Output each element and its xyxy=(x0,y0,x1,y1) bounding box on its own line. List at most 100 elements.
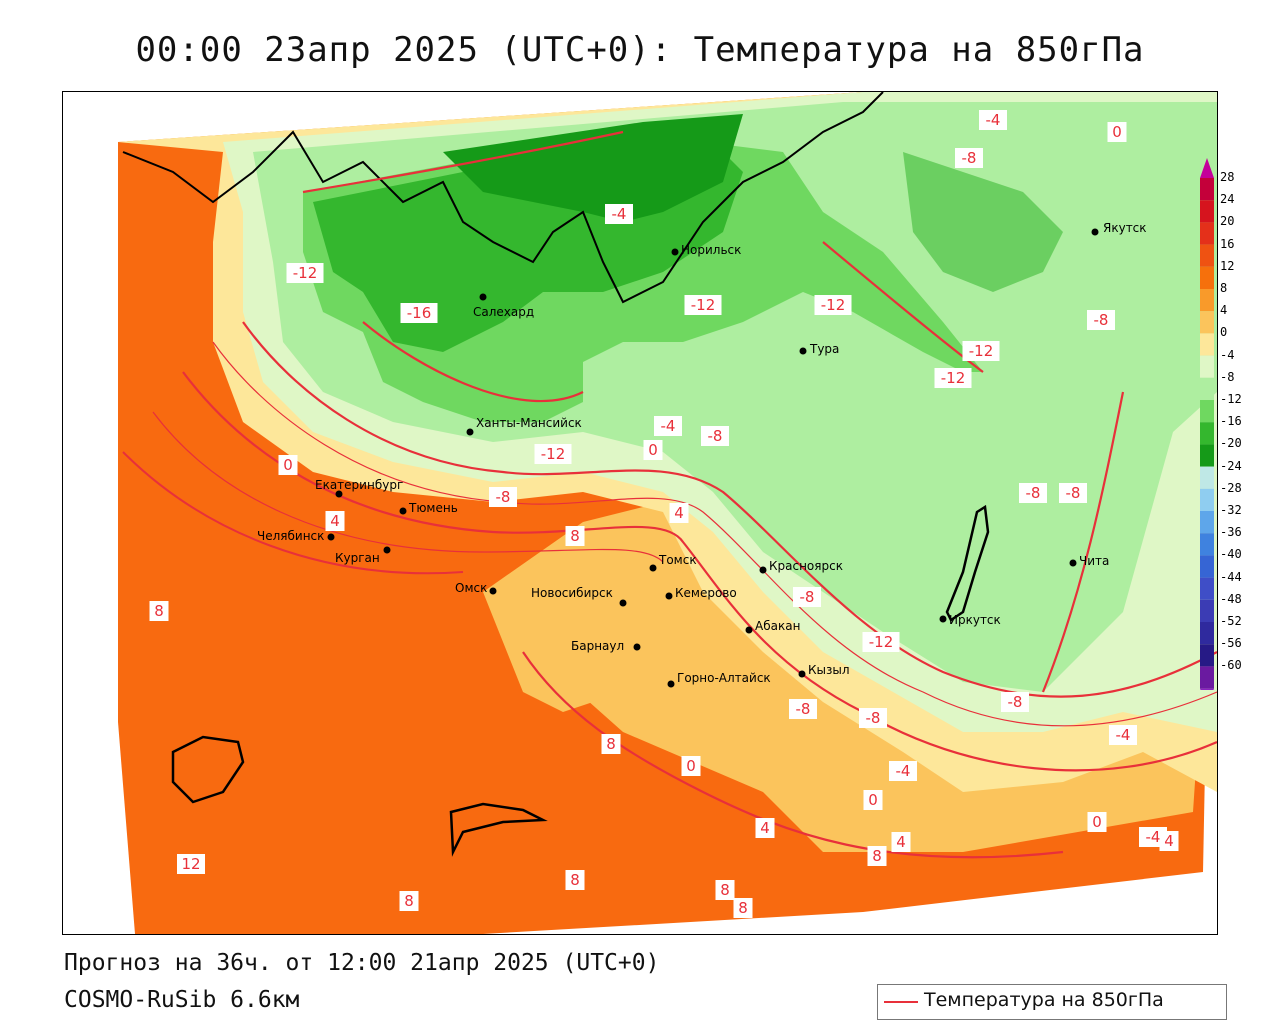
svg-text:4: 4 xyxy=(330,512,340,530)
svg-text:0: 0 xyxy=(283,456,293,474)
city-kemerovo: Кемерово xyxy=(665,586,737,600)
scale-swatch xyxy=(1200,422,1214,445)
isotherm-label: -4 xyxy=(1109,725,1137,745)
city-label-barnaul: Барнаул xyxy=(571,639,624,653)
svg-text:-4: -4 xyxy=(661,417,676,435)
city-label-ekaterinburg: Екатеринбург xyxy=(315,478,403,492)
svg-text:-12: -12 xyxy=(869,633,894,651)
svg-text:4: 4 xyxy=(674,504,684,522)
svg-text:-4: -4 xyxy=(612,205,627,223)
scale-label: 12 xyxy=(1220,258,1235,273)
scale-swatch xyxy=(1200,244,1214,267)
city-abakan: Абакан xyxy=(745,619,800,634)
scale-swatch xyxy=(1200,622,1214,645)
isotherm-label: 0 xyxy=(1107,122,1127,142)
isotherm-label: -16 xyxy=(400,303,438,323)
legend-box: Температура на 850гПа xyxy=(877,984,1227,1020)
svg-text:-8: -8 xyxy=(496,488,511,506)
scale-swatch xyxy=(1200,666,1214,689)
svg-text:8: 8 xyxy=(738,899,748,917)
scale-label: -44 xyxy=(1220,569,1242,584)
scale-swatch xyxy=(1200,355,1214,378)
city-khanty-mansiysk: Ханты-Мансийск xyxy=(466,416,582,436)
svg-text:4: 4 xyxy=(896,833,906,851)
svg-text:-12: -12 xyxy=(541,445,566,463)
scale-swatch xyxy=(1200,289,1214,312)
city-label-kyzyl: Кызыл xyxy=(808,663,850,677)
city-novosibirsk: Новосибирск xyxy=(531,586,627,607)
city-label-tomsk: Томск xyxy=(658,553,697,567)
scale-swatch xyxy=(1200,644,1214,667)
svg-text:-12: -12 xyxy=(293,264,318,282)
isotherm-label: -4 xyxy=(889,761,917,781)
scale-swatch xyxy=(1200,222,1214,245)
isotherm-label: -8 xyxy=(793,587,821,607)
svg-text:0: 0 xyxy=(868,791,878,809)
isotherm-labels: -40-8-4-12-16 -12 -12-12-8-12-8-40-8-120-8… xyxy=(149,110,1179,918)
scale-swatch xyxy=(1200,311,1214,334)
isotherm-label: -8 xyxy=(789,699,817,719)
scale-swatch xyxy=(1200,466,1214,489)
city-label-kemerovo: Кемерово xyxy=(675,586,737,600)
scale-swatch xyxy=(1200,444,1214,467)
scale-swatch xyxy=(1200,377,1214,400)
svg-text:-4: -4 xyxy=(1146,828,1161,846)
scale-swatch xyxy=(1200,266,1214,289)
city-label-krasnoyarsk: Красноярск xyxy=(769,559,843,573)
legend-label: Температура на 850гПа xyxy=(924,989,1164,1011)
scale-arrow-down-icon xyxy=(1200,688,1214,709)
scale-swatch xyxy=(1200,333,1214,356)
city-label-gorno-altaysk: Горно-Алтайск xyxy=(677,671,771,685)
isotherm-label: 8 xyxy=(733,898,753,918)
isotherm-label: 4 xyxy=(325,511,345,531)
svg-text:4: 4 xyxy=(760,819,770,837)
city-label-chita: Чита xyxy=(1079,554,1109,568)
city-krasnoyarsk: Красноярск xyxy=(759,559,843,574)
isotherm-label: 0 xyxy=(278,455,298,475)
svg-text:8: 8 xyxy=(570,871,580,889)
isotherm-label: 12 xyxy=(177,854,205,874)
scale-swatch xyxy=(1200,599,1214,622)
isotherm-label: 0 xyxy=(643,440,663,460)
scale-swatch xyxy=(1200,533,1214,556)
svg-text:4: 4 xyxy=(1164,832,1174,850)
svg-text:-12: -12 xyxy=(941,369,966,387)
city-tyumen: Тюмень xyxy=(399,501,458,515)
city-markers: Якутск Норильск Салехард Тура Ханты-Манс… xyxy=(257,221,1147,688)
svg-text:-8: -8 xyxy=(1094,311,1109,329)
scale-swatch xyxy=(1200,555,1214,578)
scale-label: -8 xyxy=(1220,369,1235,384)
isotherm-label: 8 xyxy=(565,526,585,546)
svg-text:-12: -12 xyxy=(969,342,994,360)
isotherm-label: -8 xyxy=(1001,692,1029,712)
city-label-tyumen: Тюмень xyxy=(408,501,458,515)
scale-swatch xyxy=(1200,200,1214,223)
isotherm-label: 0 xyxy=(1087,812,1107,832)
isotherm-label: -12 xyxy=(862,632,900,652)
scale-label: -32 xyxy=(1220,503,1242,517)
city-salekhard: Салехард xyxy=(473,293,534,319)
svg-text:8: 8 xyxy=(720,881,730,899)
scale-swatch xyxy=(1200,400,1214,423)
isotherm-label: 8 xyxy=(715,880,735,900)
isotherm-label: 8 xyxy=(565,870,585,890)
scale-label: -4 xyxy=(1220,347,1235,362)
city-barnaul: Барнаул xyxy=(571,639,641,653)
scale-swatch xyxy=(1200,178,1214,201)
city-label-salekhard: Салехард xyxy=(473,305,534,319)
map-panel: Якутск Норильск Салехард Тура Ханты-Манс… xyxy=(62,91,1218,935)
isotherm-label: 8 xyxy=(867,846,887,866)
scale-label: -16 xyxy=(1220,414,1242,429)
svg-text:-8: -8 xyxy=(796,700,811,718)
scale-label: 28 xyxy=(1220,170,1235,184)
city-label-abakan: Абакан xyxy=(755,619,800,633)
isotherm-label: 0 xyxy=(681,756,701,776)
svg-text:8: 8 xyxy=(570,527,580,545)
scale-swatch xyxy=(1200,577,1214,600)
scale-label: -28 xyxy=(1220,480,1242,495)
city-omsk: Омск xyxy=(455,581,497,595)
scale-swatch xyxy=(1200,488,1214,511)
city-label-omsk: Омск xyxy=(455,581,487,595)
scale-label: 8 xyxy=(1220,281,1228,295)
isotherm-label: -8 xyxy=(1019,483,1047,503)
